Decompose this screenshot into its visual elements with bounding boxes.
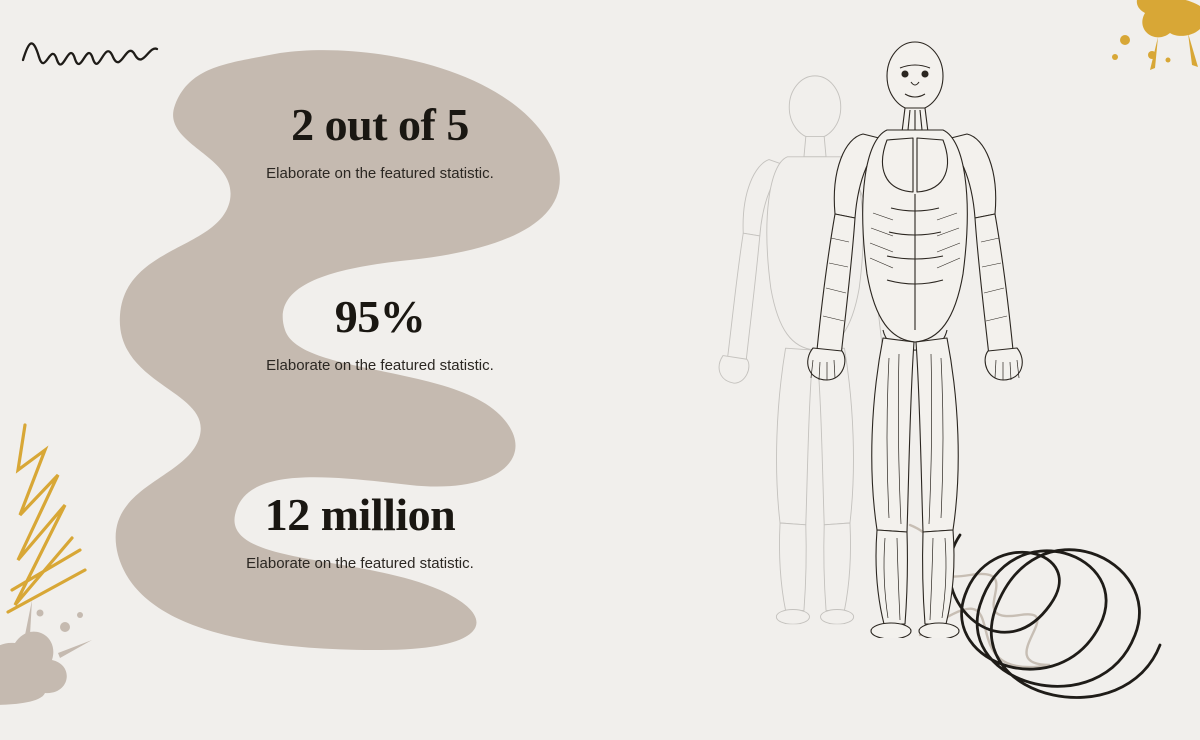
stat-3-subtext: Elaborate on the featured statistic.	[180, 555, 540, 572]
stat-1-headline: 2 out of 5	[200, 98, 560, 151]
stat-block-3: 12 million Elaborate on the featured sta…	[180, 488, 540, 572]
stat-2-subtext: Elaborate on the featured statistic.	[200, 357, 560, 374]
stat-block-2: 95% Elaborate on the featured statistic.	[200, 290, 560, 374]
anatomy-figure-main	[755, 38, 1075, 643]
stat-block-1: 2 out of 5 Elaborate on the featured sta…	[200, 98, 560, 182]
stat-2-headline: 95%	[200, 290, 560, 343]
stat-3-headline: 12 million	[180, 488, 540, 541]
stat-1-subtext: Elaborate on the featured statistic.	[200, 165, 560, 182]
anatomy-figure	[725, 38, 1105, 648]
